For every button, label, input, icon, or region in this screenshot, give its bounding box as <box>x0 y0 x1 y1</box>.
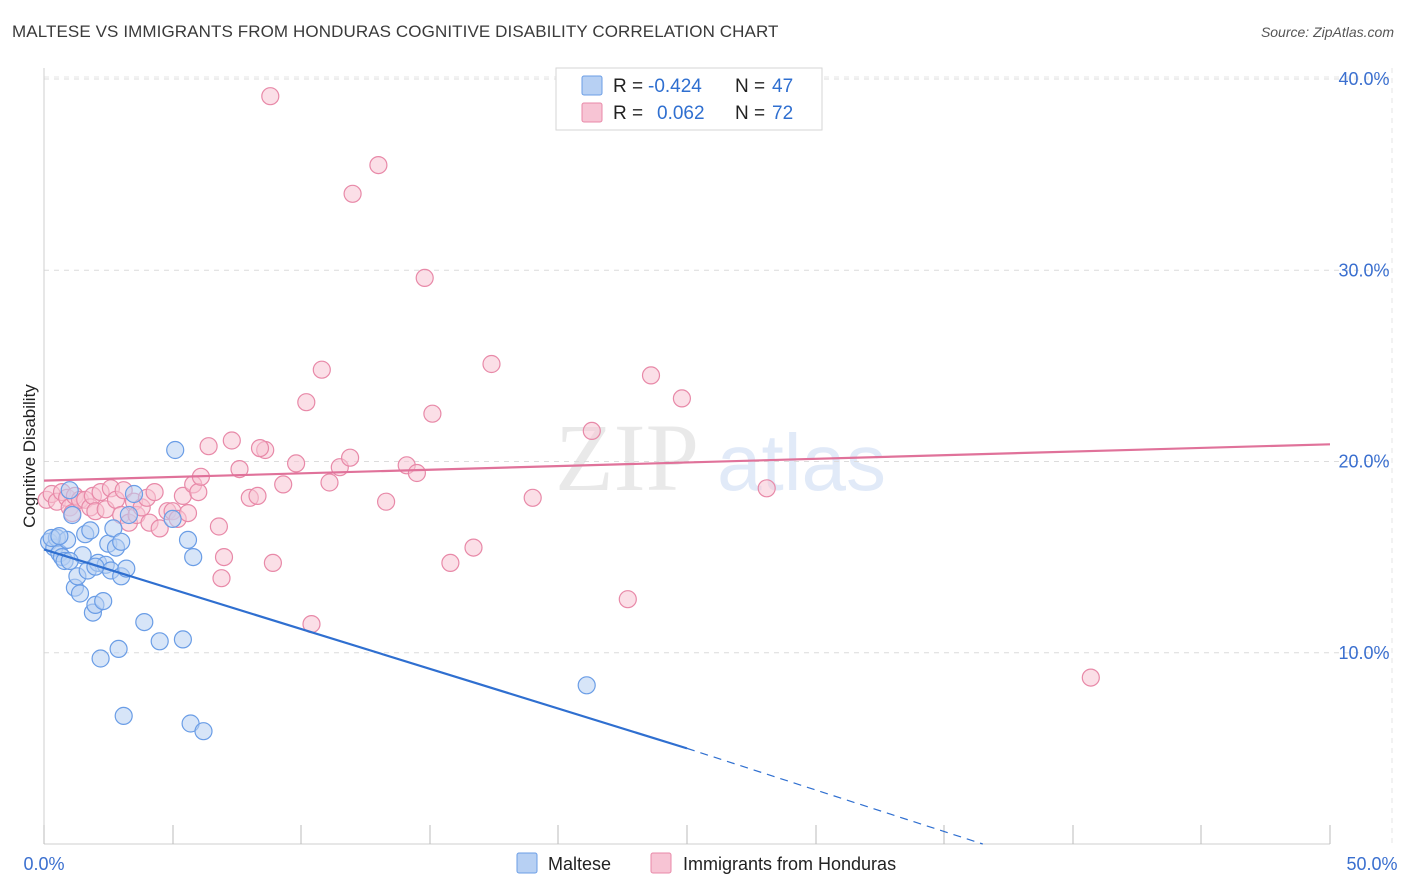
honduras-point <box>423 404 442 423</box>
trend-lines <box>43 443 1331 845</box>
stats-n-label-honduras: N = <box>735 103 765 124</box>
honduras-point <box>1081 668 1100 687</box>
honduras-point <box>369 156 388 175</box>
honduras-point <box>212 569 231 588</box>
maltese-point <box>163 509 182 529</box>
y-tick-label: 20.0% <box>1338 452 1389 472</box>
stats-n-value-honduras: 72 <box>772 103 793 124</box>
legend-swatch-honduras <box>650 852 672 874</box>
honduras-point <box>618 590 637 609</box>
maltese-trend-line-extension <box>686 747 983 845</box>
maltese-point <box>81 521 100 540</box>
maltese-point <box>86 557 105 576</box>
maltese-point <box>135 612 154 632</box>
honduras-point <box>641 366 661 385</box>
legend-label-maltese: Maltese <box>548 854 611 874</box>
y-tick-label: 40.0% <box>1338 69 1389 89</box>
honduras-point <box>757 479 776 498</box>
source-label: Source: ZipAtlas.com <box>1260 24 1394 40</box>
honduras-point <box>415 268 434 287</box>
maltese-point <box>114 706 133 726</box>
maltese-point <box>112 532 131 551</box>
stats-r-label-honduras: R = <box>613 103 643 124</box>
honduras-point <box>582 421 601 440</box>
watermark-atlas: atlas <box>717 418 886 507</box>
y-tick-labels: 10.0% 20.0% 30.0% 40.0% <box>1338 69 1389 663</box>
honduras-point <box>441 553 460 573</box>
maltese-point <box>60 481 79 500</box>
maltese-point <box>109 639 128 659</box>
honduras-point <box>482 354 501 374</box>
maltese-point <box>70 584 90 603</box>
maltese-point <box>119 505 138 525</box>
maltese-point <box>150 632 169 651</box>
maltese-point <box>166 440 185 460</box>
honduras-point <box>261 87 280 106</box>
honduras-point <box>320 473 339 492</box>
maltese-point <box>577 676 596 695</box>
honduras-point <box>523 488 542 507</box>
chart-title: MALTESE VS IMMIGRANTS FROM HONDURAS COGN… <box>12 22 779 41</box>
honduras-point <box>672 389 692 408</box>
honduras-point <box>250 439 270 458</box>
honduras-point <box>297 393 316 412</box>
maltese-point <box>194 722 213 741</box>
honduras-point <box>377 492 396 511</box>
x-tick-label-min: 0.0% <box>23 854 64 874</box>
honduras-point <box>230 460 249 479</box>
honduras-point <box>341 448 360 467</box>
maltese-point <box>178 530 198 550</box>
watermark: ZIP atlas <box>555 404 886 511</box>
honduras-point <box>214 547 234 567</box>
honduras-point <box>343 184 362 203</box>
honduras-point <box>222 431 241 450</box>
maltese-point <box>184 547 203 567</box>
maltese-point <box>124 484 144 504</box>
legend-label-honduras: Immigrants from Honduras <box>683 854 896 874</box>
stats-swatch-honduras <box>581 102 603 123</box>
watermark-zip: ZIP <box>555 404 699 511</box>
honduras-point <box>199 437 218 456</box>
maltese-point <box>63 505 82 525</box>
honduras-point <box>464 538 483 557</box>
y-tick-label: 30.0% <box>1338 260 1389 280</box>
maltese-point <box>50 526 69 546</box>
honduras-point <box>150 519 169 538</box>
y-axis-title: Cognitive Disability <box>20 384 39 528</box>
honduras-point <box>407 463 426 483</box>
maltese-point <box>173 630 192 649</box>
maltese-trend-line <box>43 548 688 750</box>
y-tick-label: 10.0% <box>1338 643 1389 663</box>
honduras-point <box>263 553 282 573</box>
maltese-point <box>94 591 113 611</box>
data-points <box>37 87 1100 741</box>
stats-r-label-maltese: R = <box>613 76 643 97</box>
honduras-point <box>178 503 198 523</box>
honduras-point <box>189 483 208 502</box>
stats-n-value-maltese: 47 <box>772 76 793 97</box>
stats-swatch-maltese <box>581 75 603 96</box>
honduras-point <box>274 475 293 494</box>
honduras-point <box>312 360 331 379</box>
legend-swatch-maltese <box>516 852 538 874</box>
maltese-point <box>104 519 123 538</box>
honduras-point <box>287 454 306 473</box>
honduras-trend-line <box>43 443 1331 482</box>
x-tick-label-max: 50.0% <box>1346 854 1397 874</box>
honduras-point <box>145 483 164 502</box>
stats-n-label-maltese: N = <box>735 76 765 97</box>
stats-r-value-honduras: 0.062 <box>657 103 705 124</box>
axes <box>43 68 1331 845</box>
series-legend: Maltese Immigrants from Honduras <box>516 852 896 874</box>
stats-legend: R = -0.424 N = 47 R = 0.062 N = 72 <box>555 67 823 131</box>
stats-r-value-maltese: -0.424 <box>648 76 702 97</box>
honduras-point <box>209 517 228 536</box>
maltese-point <box>91 649 110 668</box>
honduras-point <box>248 486 267 505</box>
